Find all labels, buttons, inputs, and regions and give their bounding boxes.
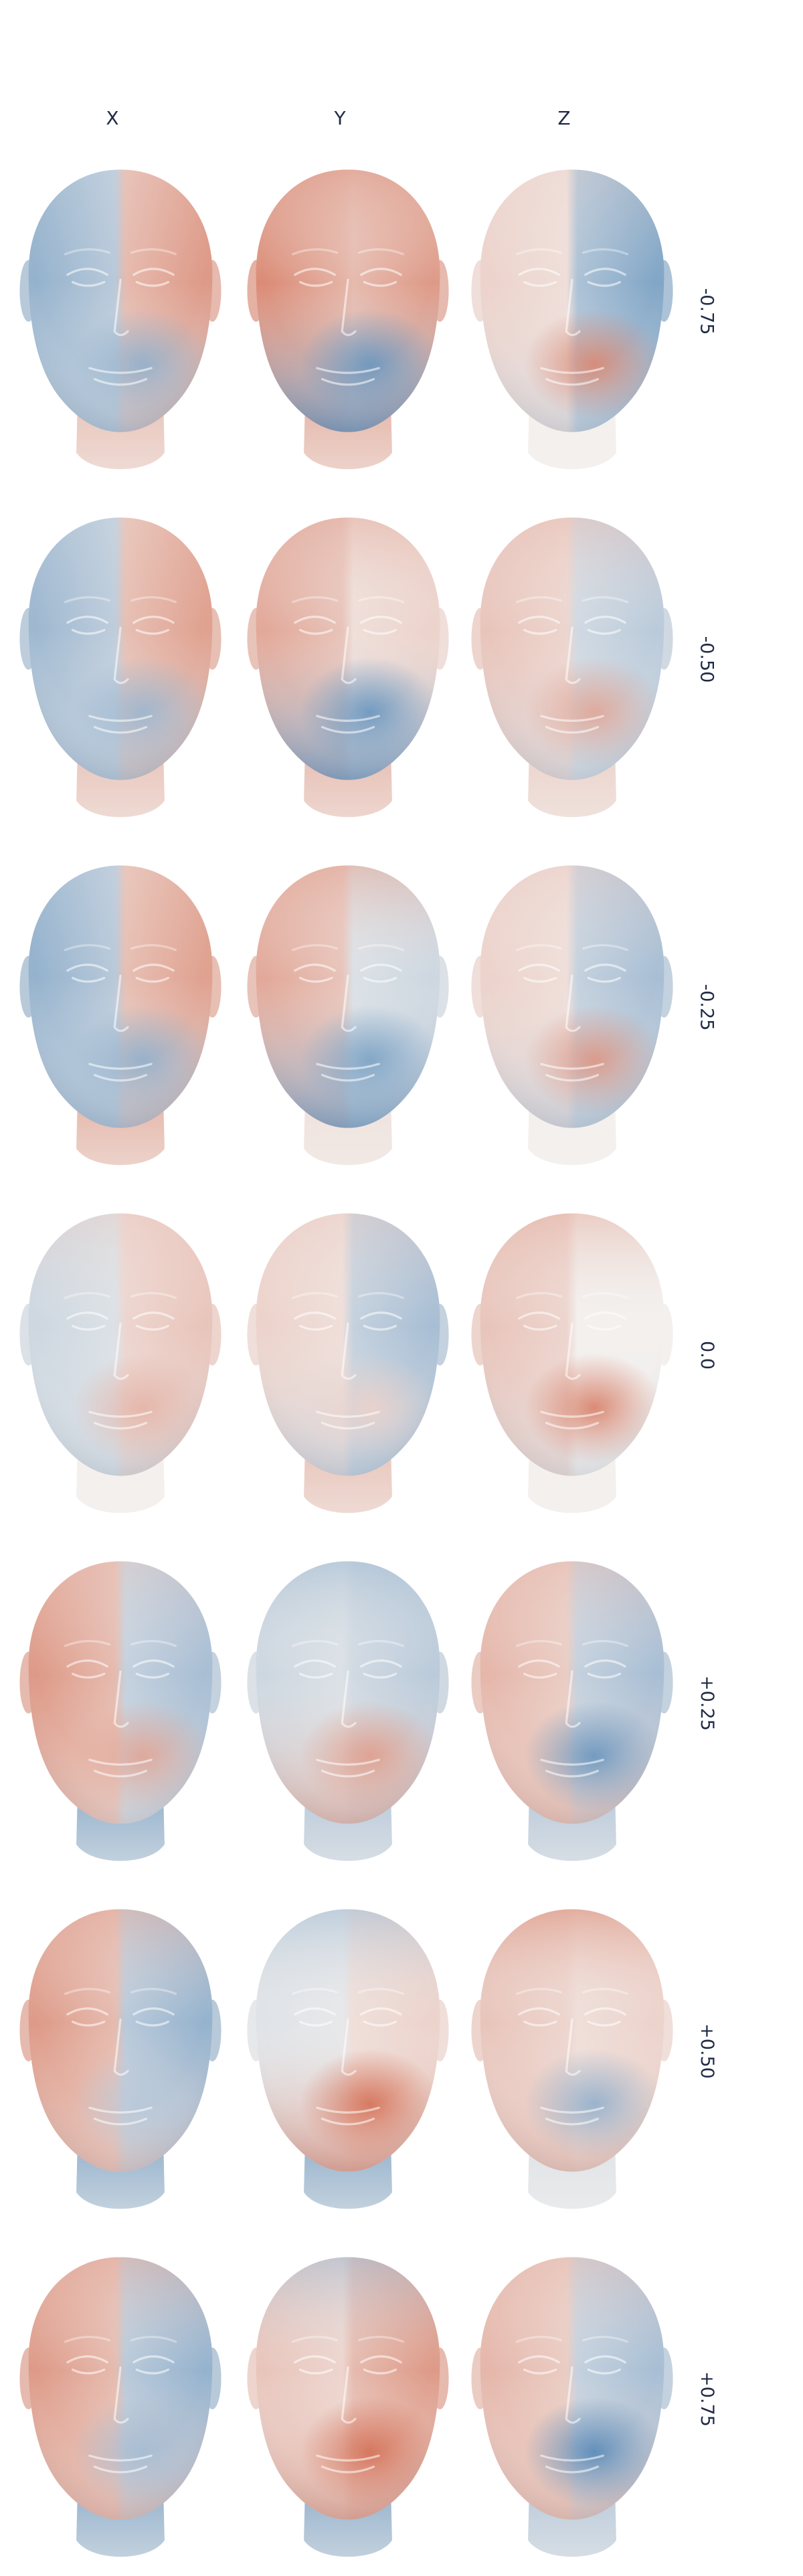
row-label-2: -0.50: [696, 636, 717, 682]
face-y-row-5: [238, 1536, 458, 1870]
face-x-row-1: [10, 144, 231, 478]
face-z-row-7: [462, 2231, 683, 2566]
row-label-7: +0.75: [696, 2371, 717, 2427]
face-z-row-6: [462, 1883, 683, 2218]
face-x-row-7: [10, 2231, 231, 2566]
row-label-6: +0.50: [696, 2023, 717, 2079]
face-z-row-5: [462, 1536, 683, 1870]
face-y-row-3: [238, 840, 458, 1174]
row-label-1: -0.75: [696, 288, 717, 335]
column-label-z: Z: [557, 107, 571, 129]
face-y-row-2: [238, 492, 458, 826]
face-y-row-7: [238, 2231, 458, 2566]
face-x-row-5: [10, 1536, 231, 1870]
face-x-row-4: [10, 1188, 231, 1522]
face-y-row-6: [238, 1883, 458, 2218]
column-label-x: X: [106, 107, 119, 129]
face-z-row-4: [462, 1188, 683, 1522]
face-x-row-3: [10, 840, 231, 1174]
face-y-row-4: [238, 1188, 458, 1522]
column-label-y: Y: [334, 107, 346, 129]
face-z-row-1: [462, 144, 683, 478]
row-label-3: -0.25: [696, 984, 717, 1030]
row-label-5: +0.25: [696, 1675, 717, 1731]
face-x-row-6: [10, 1883, 231, 2218]
face-x-row-2: [10, 492, 231, 826]
face-z-row-2: [462, 492, 683, 826]
row-label-4: 0.0: [696, 1340, 717, 1370]
face-z-row-3: [462, 840, 683, 1174]
face-y-row-1: [238, 144, 458, 478]
